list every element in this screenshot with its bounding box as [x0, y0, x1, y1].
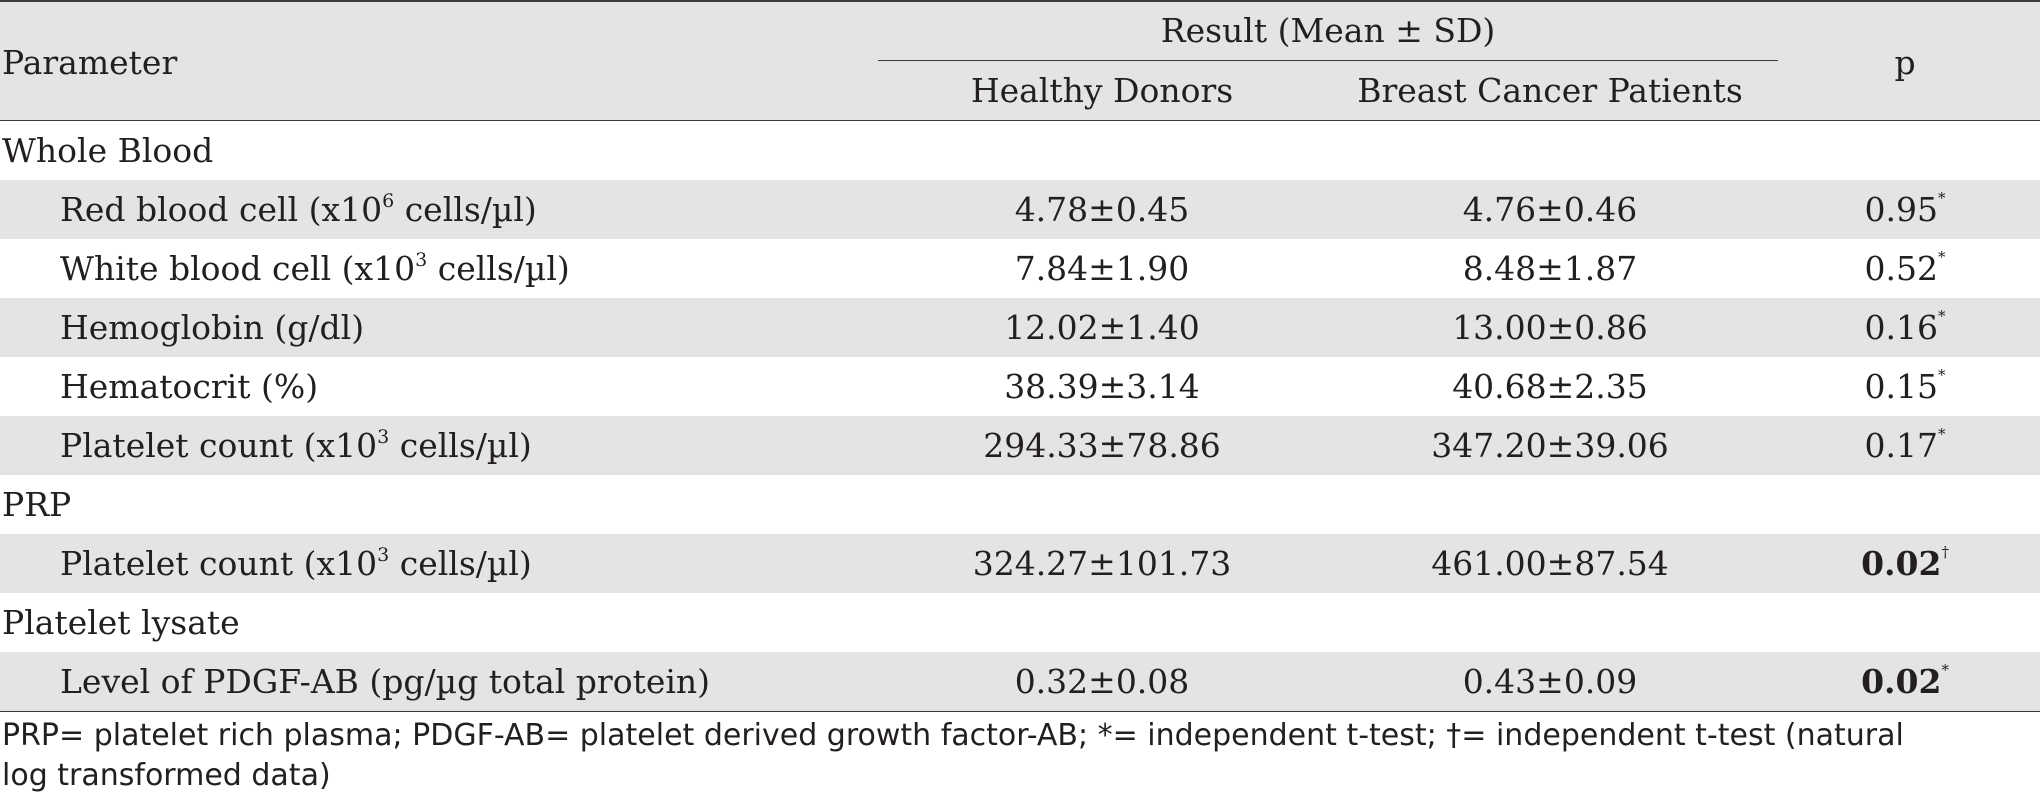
p-value: 0.15* — [1800, 357, 2010, 416]
row-label: Hematocrit (%) — [60, 357, 318, 416]
row-label: Level of PDGF-AB (pg/µg total protein) — [60, 652, 710, 711]
p-value: 0.95* — [1800, 180, 2010, 239]
table-header: Parameter Result (Mean ± SD) Healthy Don… — [0, 0, 2040, 121]
table-footnote: PRP= platelet rich plasma; PDGF-AB= plat… — [2, 716, 2002, 796]
header-parameter: Parameter — [2, 40, 177, 86]
healthy-value: 38.39±3.14 — [910, 357, 1294, 416]
section-label: PRP — [2, 475, 71, 534]
cancer-value: 347.20±39.06 — [1330, 416, 1770, 475]
cancer-value: 40.68±2.35 — [1330, 357, 1770, 416]
section-label: Platelet lysate — [2, 593, 240, 652]
header-breast-cancer-patients: Breast Cancer Patients — [1330, 68, 1770, 114]
table-bottom-rule — [0, 711, 2040, 712]
healthy-value: 294.33±78.86 — [910, 416, 1294, 475]
results-table: Parameter Result (Mean ± SD) Healthy Don… — [0, 0, 2040, 712]
section-label: Whole Blood — [2, 121, 213, 180]
healthy-value: 12.02±1.40 — [910, 298, 1294, 357]
header-healthy-donors: Healthy Donors — [910, 68, 1294, 114]
cancer-value: 8.48±1.87 — [1330, 239, 1770, 298]
table-row: Red blood cell (x106 cells/µl) 4.78±0.45… — [0, 180, 2040, 239]
table-row: White blood cell (x103 cells/µl) 7.84±1.… — [0, 239, 2040, 298]
cancer-value: 4.76±0.46 — [1330, 180, 1770, 239]
section-row-platelet-lysate: Platelet lysate — [0, 593, 2040, 652]
row-label: White blood cell (x103 cells/µl) — [60, 239, 570, 298]
healthy-value: 7.84±1.90 — [910, 239, 1294, 298]
row-label: Platelet count (x103 cells/µl) — [60, 416, 532, 475]
p-value: 0.17* — [1800, 416, 2010, 475]
row-label: Platelet count (x103 cells/µl) — [60, 534, 532, 593]
p-value: 0.52* — [1800, 239, 2010, 298]
cancer-value: 0.43±0.09 — [1330, 652, 1770, 711]
cancer-value: 461.00±87.54 — [1330, 534, 1770, 593]
section-row-prp: PRP — [0, 475, 2040, 534]
header-result-group: Result (Mean ± SD) — [878, 8, 1778, 54]
table-row: Platelet count (x103 cells/µl) 324.27±10… — [0, 534, 2040, 593]
table-row: Hematocrit (%) 38.39±3.14 40.68±2.35 0.1… — [0, 357, 2040, 416]
row-label: Hemoglobin (g/dl) — [60, 298, 364, 357]
header-group-rule — [878, 60, 1778, 61]
table-row: Level of PDGF-AB (pg/µg total protein) 0… — [0, 652, 2040, 711]
healthy-value: 4.78±0.45 — [910, 180, 1294, 239]
healthy-value: 0.32±0.08 — [910, 652, 1294, 711]
cancer-value: 13.00±0.86 — [1330, 298, 1770, 357]
header-p-value: p — [1800, 40, 2010, 86]
table-row: Platelet count (x103 cells/µl) 294.33±78… — [0, 416, 2040, 475]
p-value: 0.02* — [1800, 652, 2010, 711]
p-value: 0.02† — [1800, 534, 2010, 593]
table-row: Hemoglobin (g/dl) 12.02±1.40 13.00±0.86 … — [0, 298, 2040, 357]
p-value: 0.16* — [1800, 298, 2010, 357]
section-row-whole-blood: Whole Blood — [0, 121, 2040, 180]
footnote-line: log transformed data) — [2, 756, 2002, 796]
row-label: Red blood cell (x106 cells/µl) — [60, 180, 537, 239]
results-table-figure: Parameter Result (Mean ± SD) Healthy Don… — [0, 0, 2040, 806]
healthy-value: 324.27±101.73 — [910, 534, 1294, 593]
footnote-line: PRP= platelet rich plasma; PDGF-AB= plat… — [2, 716, 2002, 756]
